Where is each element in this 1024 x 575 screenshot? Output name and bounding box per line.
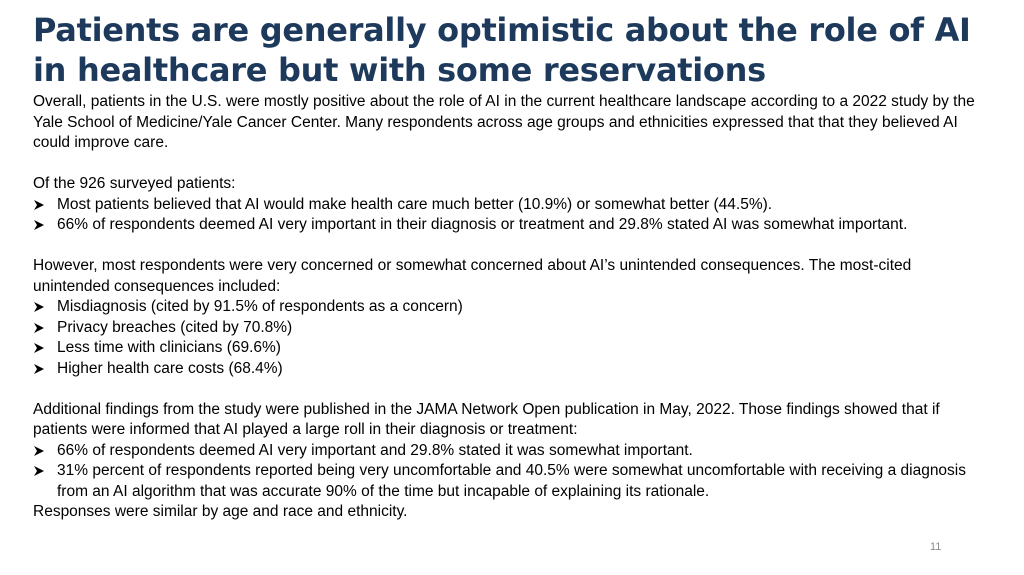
- surveyed-bullet-list: Most patients believed that AI would mak…: [33, 195, 978, 236]
- bullet-text: Less time with clinicians (69.6%): [57, 339, 281, 356]
- arrowhead-bullet-icon: [33, 441, 57, 462]
- bullet-item: Higher health care costs (68.4%): [33, 359, 978, 380]
- additional-bullet-list: 66% of respondents deemed AI very import…: [33, 441, 978, 503]
- surveyed-lead: Of the 926 surveyed patients:: [33, 175, 236, 192]
- arrowhead-bullet-icon: [33, 215, 57, 236]
- bullet-text: 66% of respondents deemed AI very import…: [57, 216, 908, 233]
- bullet-item: Less time with clinicians (69.6%): [33, 338, 978, 359]
- closing-paragraph: Responses were similar by age and race a…: [33, 503, 408, 520]
- bullet-item: 66% of respondents deemed AI very import…: [33, 441, 978, 462]
- slide-body: Overall, patients in the U.S. were mostl…: [33, 92, 978, 523]
- arrowhead-bullet-icon: [33, 461, 57, 482]
- arrowhead-bullet-icon: [33, 297, 57, 318]
- bullet-text: 31% percent of respondents reported bein…: [57, 462, 966, 500]
- arrowhead-bullet-icon: [33, 195, 57, 216]
- concerns-lead: However, most respondents were very conc…: [33, 257, 912, 295]
- intro-paragraph: Overall, patients in the U.S. were mostl…: [33, 93, 975, 151]
- bullet-item: Misdiagnosis (cited by 91.5% of responde…: [33, 297, 978, 318]
- bullet-text: 66% of respondents deemed AI very import…: [57, 441, 693, 459]
- slide-title: Patients are generally optimistic about …: [33, 11, 971, 89]
- bullet-item: 31% percent of respondents reported bein…: [33, 461, 978, 502]
- bullet-text: Misdiagnosis (cited by 91.5% of responde…: [57, 298, 463, 315]
- concerns-bullet-list: Misdiagnosis (cited by 91.5% of responde…: [33, 297, 978, 379]
- arrowhead-bullet-icon: [33, 318, 57, 339]
- bullet-item: Privacy breaches (cited by 70.8%): [33, 318, 978, 339]
- bullet-text: Most patients believed that AI would mak…: [57, 195, 773, 213]
- bullet-text: Higher health care costs (68.4%): [57, 359, 283, 377]
- arrowhead-bullet-icon: [33, 359, 57, 380]
- bullet-text: Privacy breaches (cited by 70.8%): [57, 318, 293, 336]
- arrowhead-bullet-icon: [33, 338, 57, 359]
- bullet-item: 66% of respondents deemed AI very import…: [33, 215, 978, 236]
- page-number: 11: [930, 541, 942, 553]
- bullet-item: Most patients believed that AI would mak…: [33, 195, 978, 216]
- additional-lead: Additional findings from the study were …: [33, 400, 940, 439]
